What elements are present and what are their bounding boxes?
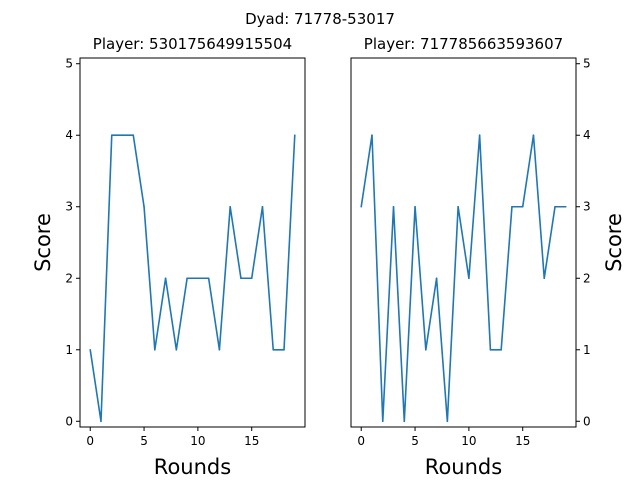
panel-0-data-point (272, 348, 275, 351)
panel-0-data-point (132, 134, 135, 137)
panel-0-data-point (186, 277, 188, 280)
panel-0-data-point (261, 205, 264, 208)
panel-1-title: Player: 717785663593607 (364, 35, 563, 53)
panel-0-data-point (218, 348, 221, 351)
panel-1-data-point (564, 205, 567, 208)
panel-1-data-point (446, 420, 449, 423)
panel-1-data-point (403, 420, 406, 423)
panel-0-frame (79, 57, 306, 428)
panel-0-x-tick-label: 0 (86, 434, 94, 448)
panel-0-y-tick-label: 5 (65, 57, 73, 71)
panel-1-data-point (468, 277, 470, 280)
panel-1-x-tick-label: 0 (357, 434, 365, 448)
panel-0-data-point (229, 205, 231, 208)
panel-1-y-tick-label: 0 (583, 414, 591, 428)
panel-1-x-tick-label: 5 (411, 434, 419, 448)
panel-1-data-point (371, 134, 373, 137)
panel-1-data-point (360, 205, 363, 208)
panel-1-y-tick-label: 5 (583, 57, 591, 71)
panel-1-data-point (521, 205, 524, 208)
panel-1-data-point (511, 205, 513, 208)
panel-1-frame (350, 57, 577, 428)
panel-1-data-point (543, 277, 546, 280)
panel-0-data-point (175, 348, 178, 351)
panel-0-data-point (89, 348, 92, 351)
panel-0-x-tick-label: 5 (140, 434, 148, 448)
panel-1-y-tick-label: 1 (583, 343, 591, 357)
panel-1-data-point (414, 205, 416, 208)
panel-0-data-point (293, 134, 296, 137)
panel-1-data-point (554, 205, 556, 208)
panel-1-y-axis-label: Score (602, 213, 626, 272)
panel-1-data-point (532, 134, 535, 137)
panel-0-y-tick-label: 0 (65, 414, 73, 428)
panel-0-data-point (250, 277, 253, 280)
panel-0-title: Player: 530175649915504 (93, 35, 292, 53)
panel-0-data-point (100, 420, 102, 423)
panel-1-series-line (360, 134, 566, 423)
panel-1-y-tick-label: 3 (583, 200, 591, 214)
panel-0-series-line (89, 134, 296, 423)
panel-0-data-point (143, 205, 145, 208)
panel-0-data-point (110, 134, 113, 137)
panel-left: Player: 530175649915504 0 5 10 15 0 1 2 3 4 5 Round… (31, 35, 306, 479)
panel-0-y-tick-label: 2 (65, 271, 73, 285)
panel-0-y-tick-label: 3 (65, 200, 73, 214)
panel-0-data-point (283, 348, 285, 351)
panel-1-data-point (435, 277, 438, 280)
figure-title: Dyad: 71778-53017 (245, 10, 395, 28)
panel-1-data-point (425, 348, 427, 351)
panel-0-x-tick-label: 10 (190, 434, 205, 448)
panel-0-y-tick-label: 1 (65, 343, 73, 357)
panel-0-y-tick-label: 4 (65, 128, 73, 142)
panel-1-data-point (457, 205, 459, 208)
panel-1-data-point (392, 205, 395, 208)
panel-0-x-axis-label: Rounds (154, 455, 231, 479)
panel-0-data-point (240, 277, 242, 280)
panel-1-y-tick-label: 4 (583, 128, 591, 142)
panel-0-data-point (197, 277, 199, 280)
panel-0-data-point (207, 277, 210, 280)
panel-1-y-tick-label: 2 (583, 271, 591, 285)
panel-1-data-point (478, 134, 481, 137)
panel-1-x-axis-label: Rounds (425, 455, 502, 479)
panel-right: Player: 717785663593607 0 5 10 15 0 1 2 3 4 5 Round… (350, 35, 626, 479)
panel-1-x-tick-label: 15 (515, 434, 530, 448)
panel-1-data-point (500, 348, 502, 351)
panel-0-data-point (164, 277, 167, 280)
panel-0-y-axis-label: Score (31, 213, 55, 272)
panel-1-x-tick-label: 10 (461, 434, 476, 448)
panel-0-data-point (154, 348, 156, 351)
panel-1-data-point (381, 420, 384, 423)
panel-0-data-point (121, 134, 124, 137)
panel-0-x-tick-label: 15 (244, 434, 259, 448)
panel-1-data-point (489, 348, 492, 351)
